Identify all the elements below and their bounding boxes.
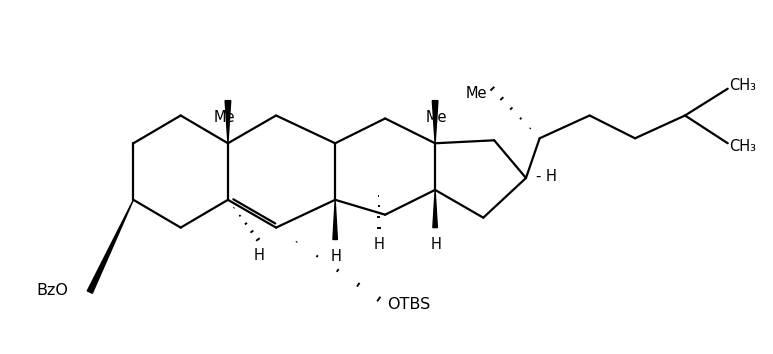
Polygon shape <box>432 101 438 143</box>
Polygon shape <box>433 190 438 228</box>
Text: Me: Me <box>426 110 448 125</box>
Text: CH₃: CH₃ <box>729 78 756 93</box>
Text: Me: Me <box>465 86 487 101</box>
Text: BzO: BzO <box>37 283 69 298</box>
Text: CH₃: CH₃ <box>729 138 756 154</box>
Polygon shape <box>225 101 230 143</box>
Text: H: H <box>254 248 265 263</box>
Polygon shape <box>87 200 134 293</box>
Text: OTBS: OTBS <box>387 297 431 312</box>
Text: Me: Me <box>213 110 235 125</box>
Text: H: H <box>373 237 384 252</box>
Text: H: H <box>431 237 442 252</box>
Polygon shape <box>333 200 337 240</box>
Text: - H: - H <box>536 169 557 184</box>
Text: H: H <box>331 249 342 264</box>
